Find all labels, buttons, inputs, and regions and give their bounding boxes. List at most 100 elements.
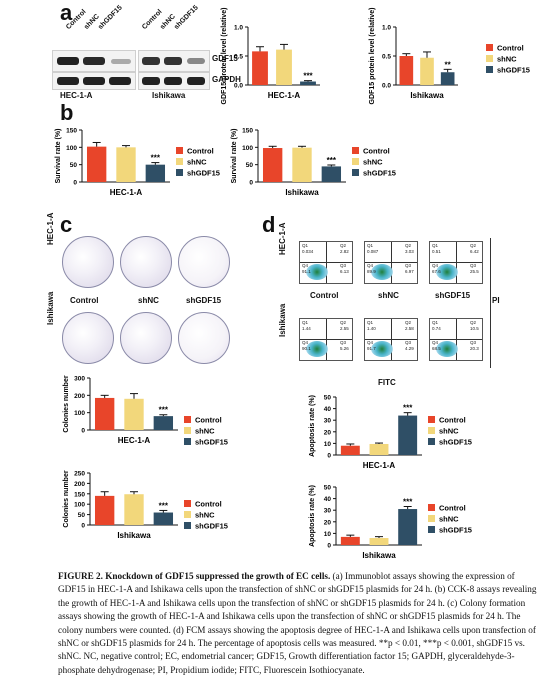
y-tick-label: 10 bbox=[324, 441, 332, 448]
legend-label: shGDF15 bbox=[497, 66, 530, 75]
flow-col-label: Control bbox=[310, 291, 339, 300]
quadrant-value: 6.13 bbox=[340, 269, 349, 274]
x-axis-label: Ishikawa bbox=[362, 551, 396, 560]
y-tick-label: 1.0 bbox=[234, 25, 243, 32]
x-axis-label: HEC-1-A bbox=[268, 91, 301, 100]
bar bbox=[116, 147, 136, 182]
quadrant-value: 6.97 bbox=[405, 269, 414, 274]
legend-swatch bbox=[486, 44, 493, 51]
colony-col-label: shGDF15 bbox=[186, 296, 222, 305]
quadrant-label: Q3 bbox=[405, 263, 412, 268]
y-axis-label: GDF15 protein level (relative) bbox=[221, 8, 228, 105]
legend-label: shNC bbox=[195, 511, 215, 520]
bar bbox=[262, 148, 283, 182]
x-axis-label: Ishikawa bbox=[285, 188, 319, 197]
y-tick-label: 0.5 bbox=[234, 54, 243, 61]
y-axis-label: GDF15 protein level (relative) bbox=[369, 8, 376, 105]
significance-mark: *** bbox=[159, 501, 169, 510]
significance-mark: *** bbox=[151, 154, 161, 163]
y-axis-label: Survival rate (%) bbox=[231, 129, 238, 184]
y-tick-label: 100 bbox=[74, 502, 85, 509]
quadrant-label: Q2 bbox=[405, 320, 412, 325]
significance-mark: *** bbox=[403, 497, 413, 506]
quadrant-value: 6.42 bbox=[470, 249, 479, 254]
bar bbox=[292, 147, 312, 182]
legend-swatch bbox=[184, 500, 191, 507]
legend-swatch bbox=[428, 427, 435, 434]
y-tick-label: 20 bbox=[324, 519, 332, 526]
quadrant-value: 0.74 bbox=[432, 326, 441, 331]
legend-label: Control bbox=[195, 416, 222, 425]
significance-mark: *** bbox=[403, 404, 413, 413]
quadrant-label: Q4 bbox=[432, 263, 439, 268]
y-tick-label: 40 bbox=[324, 406, 332, 413]
x-axis-label: Ishikawa bbox=[410, 91, 444, 100]
legend-label: shGDF15 bbox=[363, 169, 396, 178]
bar bbox=[94, 397, 115, 430]
y-tick-label: 40 bbox=[324, 496, 332, 503]
quadrant-value: 90.1 bbox=[302, 346, 311, 351]
quadrant-label: Q4 bbox=[432, 340, 439, 345]
quadrant-label: Q1 bbox=[302, 243, 309, 248]
legend-label: shGDF15 bbox=[439, 438, 472, 447]
y-tick-label: 0.0 bbox=[234, 83, 243, 90]
caption-body: (a) Immunoblot assays showing the expres… bbox=[58, 571, 537, 675]
flow-plot: Q1 1.44 Q2 2.55 Q4 90.1 Q3 5.26 bbox=[299, 318, 353, 361]
legend-label: Control bbox=[439, 504, 466, 513]
y-tick-label: 300 bbox=[74, 376, 85, 383]
colony-dish bbox=[62, 236, 114, 288]
legend-swatch bbox=[184, 416, 191, 423]
quadrant-label: Q1 bbox=[367, 320, 374, 325]
significance-mark: ** bbox=[445, 60, 452, 69]
y-tick-label: 150 bbox=[242, 128, 253, 135]
quadrant-value: 25.5 bbox=[470, 269, 479, 274]
y-tick-label: 200 bbox=[74, 393, 85, 400]
legend-label: Control bbox=[439, 416, 466, 425]
quadrant-label: Q1 bbox=[432, 320, 439, 325]
y-axis-label: Survival rate (%) bbox=[55, 129, 62, 184]
y-tick-label: 150 bbox=[74, 491, 85, 498]
legend-label: shGDF15 bbox=[187, 169, 220, 178]
bar bbox=[153, 512, 174, 525]
quadrant-label: Q4 bbox=[367, 263, 374, 268]
quadrant-label: Q4 bbox=[302, 263, 309, 268]
y-tick-label: 0.0 bbox=[382, 83, 391, 90]
y-tick-label: 0 bbox=[249, 180, 253, 187]
legend-label: shGDF15 bbox=[195, 438, 228, 447]
y-tick-label: 50 bbox=[324, 485, 332, 492]
bar bbox=[321, 166, 342, 182]
bar bbox=[276, 49, 292, 85]
quadrant-value: 0.034 bbox=[302, 249, 314, 254]
legend-label: shGDF15 bbox=[195, 522, 228, 531]
legend-swatch bbox=[428, 504, 435, 511]
y-tick-label: 100 bbox=[242, 145, 253, 152]
quadrant-value: 0.51 bbox=[432, 249, 441, 254]
bar bbox=[340, 536, 360, 545]
quadrant-value: 89.9 bbox=[367, 269, 376, 274]
quadrant-label: Q1 bbox=[432, 243, 439, 248]
quadrant-value: 2.58 bbox=[405, 326, 414, 331]
y-tick-label: 0 bbox=[327, 453, 331, 460]
legend-swatch bbox=[428, 526, 435, 533]
legend-swatch bbox=[486, 55, 493, 62]
bar bbox=[153, 416, 174, 430]
legend-swatch bbox=[184, 427, 191, 434]
legend-label: shNC bbox=[439, 515, 459, 524]
blot-gdf15-strip bbox=[138, 50, 210, 72]
quadrant-value: 1.40 bbox=[367, 326, 376, 331]
quadrant-value: 68.5 bbox=[432, 346, 441, 351]
blot-row-label-gdf15: GDF15 bbox=[212, 54, 238, 63]
quadrant-label: Q1 bbox=[367, 243, 374, 248]
quadrant-label: Q2 bbox=[470, 320, 477, 325]
x-axis-label: Ishikawa bbox=[117, 531, 151, 540]
colony-col-label: shNC bbox=[138, 296, 159, 305]
bar bbox=[252, 51, 268, 85]
bar-charts-layer: 0.0 0.5 1.0 *** HEC-1-A GDF15 protein level (… bbox=[55, 8, 530, 560]
quadrant-label: Q4 bbox=[302, 340, 309, 345]
y-tick-label: 50 bbox=[78, 512, 86, 519]
legend-label: shNC bbox=[439, 427, 459, 436]
flow-x-axis-label: FITC bbox=[378, 378, 396, 387]
flow-plot: Q1 0.74 Q2 10.5 Q4 68.5 Q3 20.3 bbox=[429, 318, 483, 361]
blot-cell-label: HEC-1-A bbox=[60, 91, 93, 100]
y-tick-label: 0 bbox=[327, 543, 331, 550]
